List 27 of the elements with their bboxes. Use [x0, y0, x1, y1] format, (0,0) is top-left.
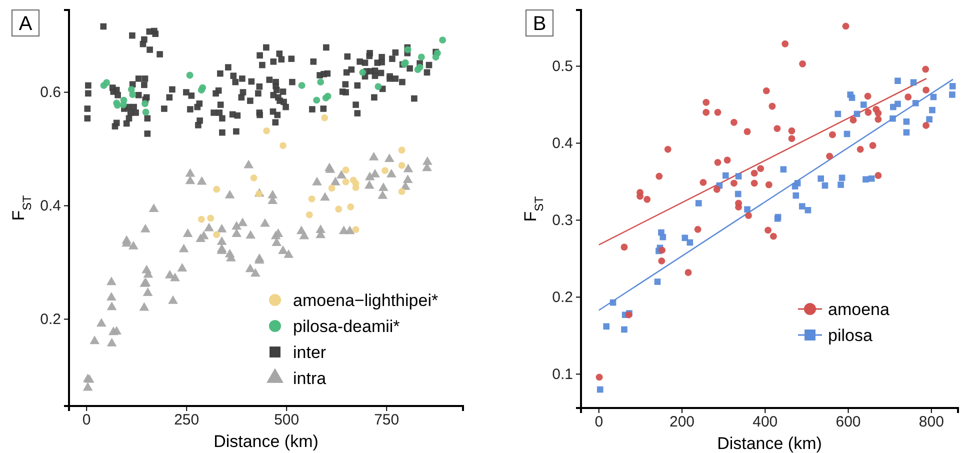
y-tick-label: 0.1 — [552, 366, 573, 383]
y-tick-label: 0.4 — [40, 198, 61, 215]
y-tick-label: 0.6 — [40, 84, 61, 102]
legend-label: pilosa — [828, 326, 873, 345]
x-axis-title: Distance (km) — [717, 434, 822, 453]
x-tick-label: 800 — [918, 414, 944, 431]
legend-label: intra — [293, 369, 327, 388]
y-tick-label: 0.2 — [40, 311, 61, 328]
x-tick-label: 0 — [594, 414, 604, 431]
x-tick-label: 200 — [669, 414, 695, 431]
x-tick-label: 0 — [82, 412, 91, 429]
y-tick-label: 0.2 — [552, 288, 573, 306]
chart-title: B — [532, 13, 546, 35]
legend-label: pilosa-deamii* — [293, 317, 400, 336]
x-tick-label: 600 — [836, 414, 861, 431]
y-tick-label: 0.4 — [552, 134, 573, 152]
legend-label: amoena−lighthipei* — [293, 291, 438, 310]
y-tick-label: 0.3 — [552, 212, 573, 229]
legend-label: amoena — [828, 300, 890, 319]
chart-title: A — [18, 13, 33, 35]
legend-label: inter — [293, 343, 326, 362]
x-tick-label: 750 — [374, 412, 400, 429]
x-tick-label: 400 — [752, 414, 778, 431]
y-tick-label: 0.5 — [552, 58, 573, 75]
x-tick-label: 500 — [274, 412, 300, 429]
x-axis-title: Distance (km) — [214, 432, 318, 451]
x-tick-label: 250 — [174, 412, 200, 429]
